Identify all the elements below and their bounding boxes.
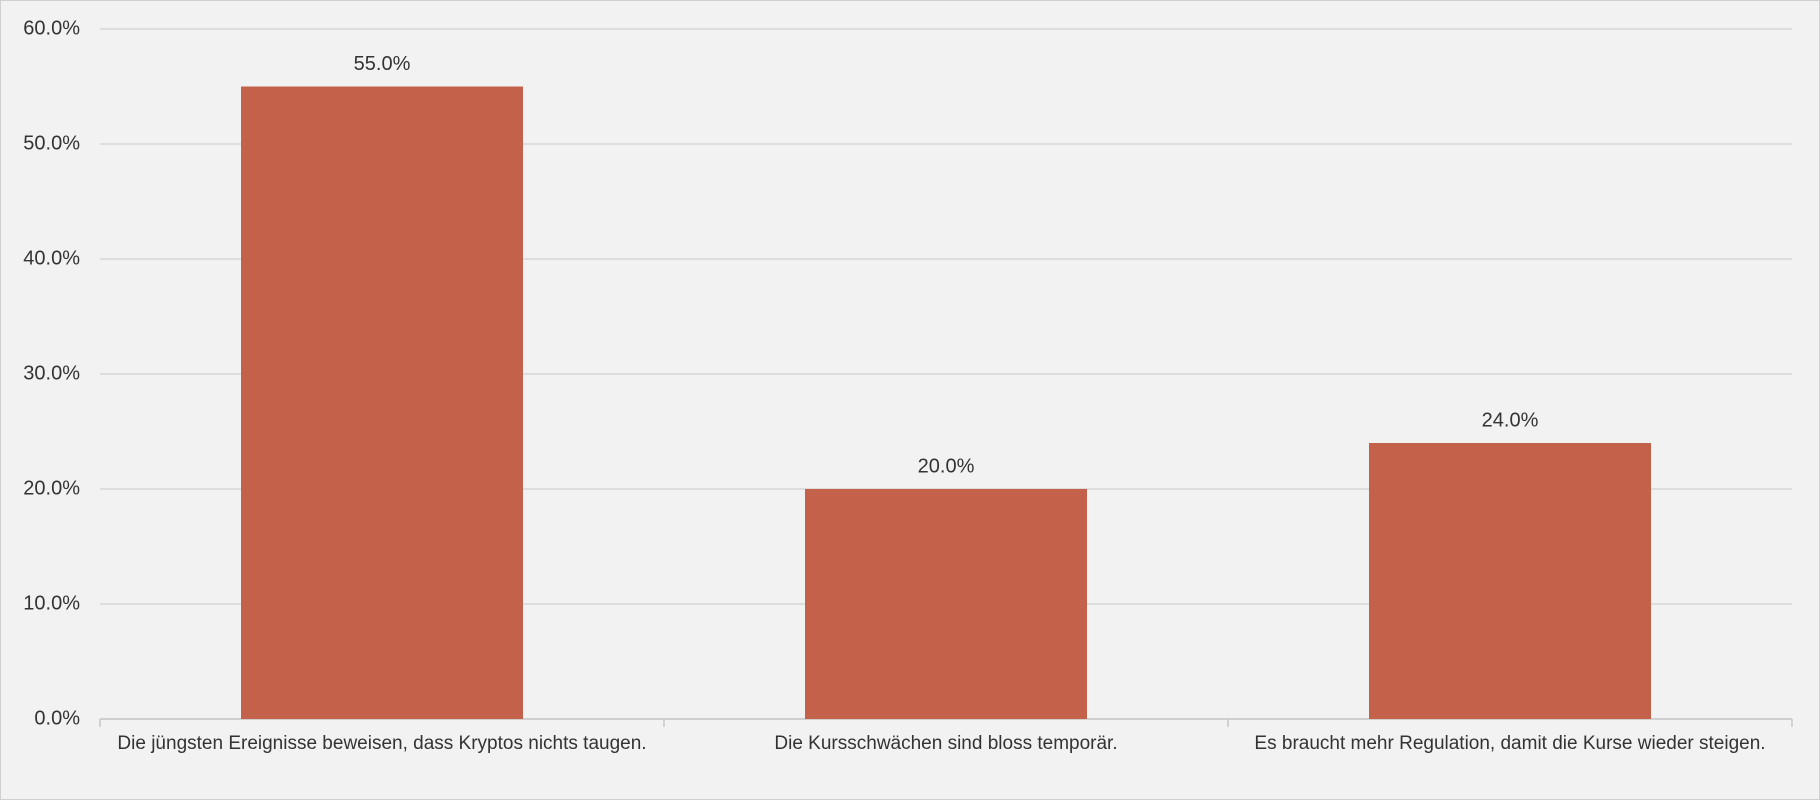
- y-tick-label: 10.0%: [23, 592, 80, 614]
- y-tick-label: 20.0%: [23, 477, 80, 499]
- y-tick-label: 60.0%: [23, 17, 80, 39]
- x-tick-label: Es braucht mehr Regulation, damit die Ku…: [1254, 733, 1766, 754]
- y-tick-label: 30.0%: [23, 362, 80, 384]
- y-tick-label: 50.0%: [23, 132, 80, 154]
- bar: [1369, 443, 1651, 719]
- value-label: 55.0%: [354, 53, 411, 75]
- x-tick-label: Die jüngsten Ereignisse beweisen, dass K…: [117, 733, 647, 754]
- bar: [241, 86, 523, 719]
- y-tick-label: 0.0%: [34, 707, 80, 729]
- x-tick-label: Die Kursschwächen sind bloss temporär.: [774, 733, 1118, 754]
- y-tick-label: 40.0%: [23, 247, 80, 269]
- bar: [805, 489, 1087, 719]
- value-label: 20.0%: [918, 455, 975, 477]
- value-label: 24.0%: [1482, 409, 1539, 431]
